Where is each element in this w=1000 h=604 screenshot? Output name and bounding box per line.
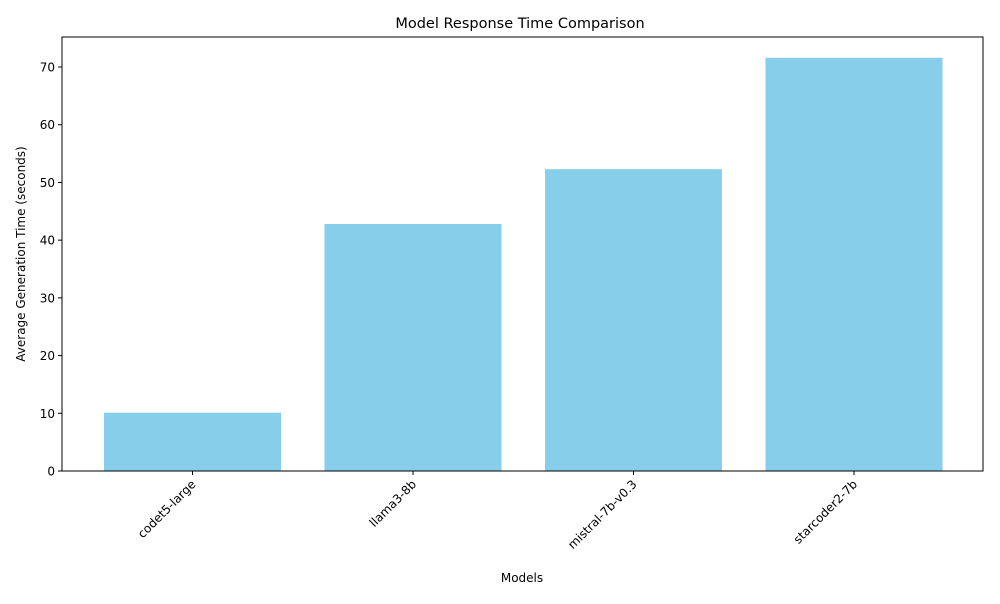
- x-tick-label: codet5-large: [135, 477, 199, 541]
- y-tick-label: 30: [40, 291, 55, 305]
- x-tick-label: llama3-8b: [367, 477, 420, 530]
- bar-mistral-7b-v0.3: [545, 169, 722, 471]
- y-tick-label: 60: [40, 118, 55, 132]
- y-axis-title: Average Generation Time (seconds): [14, 146, 28, 361]
- bar-llama3-8b: [324, 223, 502, 471]
- x-tick-label: mistral-7b-v0.3: [565, 477, 640, 552]
- bar-codet5-large: [104, 412, 281, 471]
- y-tick-label: 50: [40, 176, 55, 190]
- chart-title: Model Response Time Comparison: [395, 16, 644, 32]
- plot-frame: [61, 36, 984, 472]
- x-tick-label: starcoder2-7b: [791, 477, 860, 546]
- plot-area: 0 10 20 30 40 50 60 70 codet5-large llama3-8b mist…: [40, 57, 943, 552]
- x-axis-title: Models: [501, 571, 543, 585]
- y-tick-label: 40: [40, 234, 55, 248]
- y-tick-label: 0: [47, 465, 55, 479]
- y-tick-label: 70: [40, 61, 55, 75]
- bar-starcoder2-7b: [765, 57, 943, 471]
- y-tick-label: 20: [40, 349, 55, 363]
- y-tick-label: 10: [40, 407, 55, 421]
